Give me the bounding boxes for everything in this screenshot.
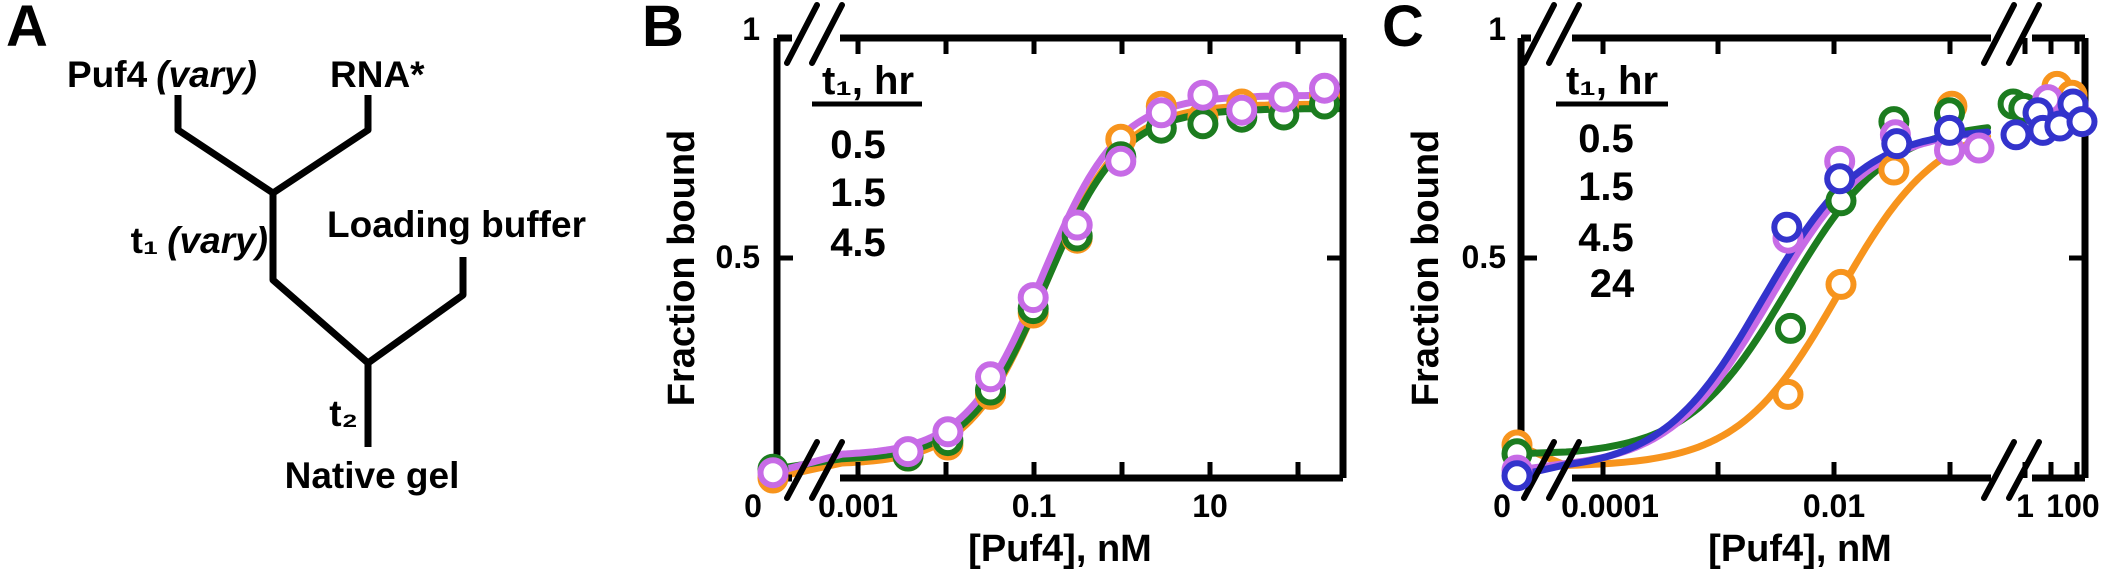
panel-c-legend-entry-24: 24 (1590, 262, 1635, 306)
panel-c-legend: t₁, hr 0.5 1.5 4.5 24 (1556, 59, 1668, 306)
binding-curve-24 (1513, 128, 1992, 480)
panel-b-legend-entry-05: 0.5 (830, 123, 886, 167)
panel-c-x-axis-title: [Puf4], nM (1708, 528, 1892, 570)
panel-a: A Puf4 (vary) RNA* t₁ (vary) Loading buffe… (6, 0, 586, 496)
data-point-24 (1881, 128, 1913, 160)
panel-b-xtick-0001: 0.001 (818, 488, 898, 524)
panel-c: C 0 0.0001 0.01 1 100 1 0.5 [Puf4], nM F… (1382, 0, 2100, 570)
panel-c-xtick-100: 100 (2046, 488, 2099, 524)
data-point-45 (892, 436, 924, 468)
binding-curve-45 (769, 91, 1343, 477)
panel-b-ytick-1: 1 (742, 11, 760, 47)
panel-b-legend: t₁, hr 0.5 1.5 4.5 (812, 59, 922, 265)
data-point-45 (1963, 132, 1995, 164)
panel-c-ytick-05: 0.5 (1462, 239, 1506, 275)
panel-b-xtick-10: 10 (1192, 488, 1228, 524)
reagent-left-label: Puf4 (vary) (67, 54, 257, 95)
panel-b-data-points (757, 72, 1340, 494)
panel-c-xtick-001: 0.01 (1803, 488, 1865, 524)
panel-c-letter: C (1382, 0, 1424, 59)
incubation2-label: t₂ (329, 393, 358, 434)
panel-c-legend-entry-05: 0.5 (1578, 117, 1634, 161)
data-point-24 (2000, 119, 2032, 151)
panel-b-ticks (777, 38, 1343, 478)
data-point-45 (1061, 209, 1093, 241)
mixing-diagram-lines (174, 95, 467, 447)
data-point-05 (1772, 378, 1804, 410)
panel-c-xtick-1: 1 (2016, 488, 2034, 524)
data-point-45 (1268, 81, 1300, 113)
data-point-05 (1825, 268, 1857, 300)
data-point-45 (1309, 72, 1340, 104)
data-point-24 (1771, 211, 1803, 243)
panel-c-y-axis-title: Fraction bound (1405, 130, 1447, 407)
panel-b-y-axis-title: Fraction bound (661, 130, 703, 407)
panel-b-letter: B (642, 0, 684, 59)
panel-b-x-axis-title: [Puf4], nM (968, 528, 1152, 570)
data-point-24 (1501, 460, 1533, 492)
panel-b-xtick-0: 0 (744, 488, 762, 524)
data-point-24 (1824, 163, 1856, 195)
data-point-45 (932, 416, 964, 448)
data-point-15 (1187, 108, 1219, 140)
panel-c-legend-title: t₁, hr (1566, 59, 1658, 103)
panel-c-legend-entry-15: 1.5 (1578, 165, 1634, 209)
panel-b-legend-entry-45: 4.5 (830, 221, 886, 265)
data-point-45 (1226, 94, 1258, 126)
panel-b-xtick-01: 0.1 (1012, 488, 1056, 524)
data-point-24 (1934, 114, 1965, 146)
data-point-24 (2066, 106, 2098, 138)
panel-c-xtick-00001: 0.0001 (1561, 488, 1659, 524)
incubation1-label: t₁ (vary) (131, 220, 268, 261)
panel-b-ytick-05: 0.5 (716, 239, 760, 275)
panel-c-ytick-1: 1 (1488, 11, 1506, 47)
data-point-45 (1017, 282, 1049, 314)
loading-buffer-label: Loading buffer (327, 204, 586, 245)
panel-c-data-points (1501, 70, 2098, 492)
reagent-right-label: RNA* (330, 54, 425, 95)
data-point-45 (1145, 97, 1177, 129)
data-point-45 (1187, 79, 1219, 111)
data-point-45 (757, 457, 789, 489)
panel-c-ticks (1521, 38, 2085, 478)
panel-b: B 0 0.001 0.1 10 1 0.5 [Puf4], nM Fracti… (642, 0, 1347, 570)
data-point-45 (1105, 145, 1137, 177)
panel-c-axis-break-marks (1521, 2, 2042, 501)
panel-c-legend-entry-45: 4.5 (1578, 216, 1634, 260)
data-point-15 (1775, 312, 1806, 344)
panel-b-legend-entry-15: 1.5 (830, 171, 886, 215)
panel-b-axis-break-marks (784, 2, 845, 501)
panel-a-letter: A (6, 0, 48, 59)
data-point-45 (975, 361, 1006, 393)
panel-b-legend-title: t₁, hr (822, 59, 914, 103)
native-gel-label: Native gel (285, 455, 460, 496)
panel-c-xtick-0: 0 (1493, 488, 1511, 524)
data-point-05 (1878, 154, 1910, 186)
